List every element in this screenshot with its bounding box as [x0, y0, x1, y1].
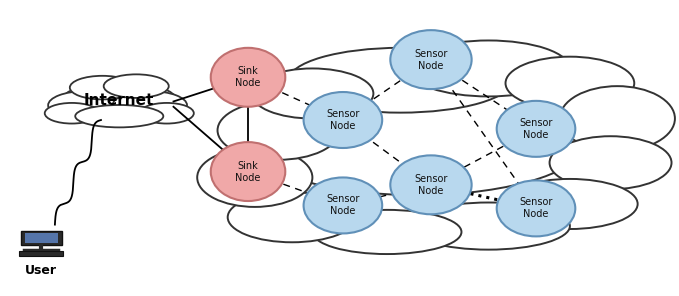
Ellipse shape [304, 92, 382, 148]
Ellipse shape [140, 103, 194, 123]
Text: Sensor
Node: Sensor Node [326, 109, 360, 131]
Ellipse shape [505, 57, 634, 110]
Ellipse shape [45, 103, 99, 123]
Ellipse shape [390, 155, 472, 214]
Text: Sensor
Node: Sensor Node [519, 197, 553, 219]
Bar [21, 231, 62, 245]
Text: Sensor
Node: Sensor Node [326, 194, 360, 216]
Ellipse shape [48, 91, 123, 119]
Ellipse shape [251, 68, 373, 118]
Ellipse shape [62, 82, 177, 120]
Ellipse shape [312, 210, 462, 254]
Ellipse shape [289, 48, 512, 113]
Text: User: User [25, 264, 57, 277]
Text: Internet: Internet [84, 93, 154, 108]
Ellipse shape [559, 86, 675, 151]
Bar [19, 251, 63, 255]
Ellipse shape [75, 105, 164, 127]
Text: Sensor
Node: Sensor Node [414, 49, 447, 71]
Ellipse shape [227, 192, 356, 242]
Ellipse shape [549, 136, 672, 189]
Ellipse shape [197, 148, 312, 207]
Ellipse shape [390, 30, 472, 89]
Text: Sensor
Node: Sensor Node [519, 118, 553, 140]
Ellipse shape [104, 74, 169, 98]
Ellipse shape [244, 80, 590, 195]
Ellipse shape [70, 76, 135, 99]
Ellipse shape [407, 202, 570, 250]
Ellipse shape [304, 178, 382, 234]
Ellipse shape [407, 41, 570, 96]
Bar [25, 233, 58, 243]
Text: Sink
Node: Sink Node [236, 160, 261, 183]
Ellipse shape [497, 180, 575, 237]
Text: Sensor
Node: Sensor Node [414, 174, 447, 196]
Ellipse shape [210, 48, 285, 107]
Ellipse shape [497, 101, 575, 157]
Ellipse shape [113, 91, 187, 119]
Ellipse shape [210, 142, 285, 201]
Ellipse shape [217, 101, 340, 160]
Text: Sink
Node: Sink Node [236, 66, 261, 88]
Ellipse shape [502, 179, 638, 229]
